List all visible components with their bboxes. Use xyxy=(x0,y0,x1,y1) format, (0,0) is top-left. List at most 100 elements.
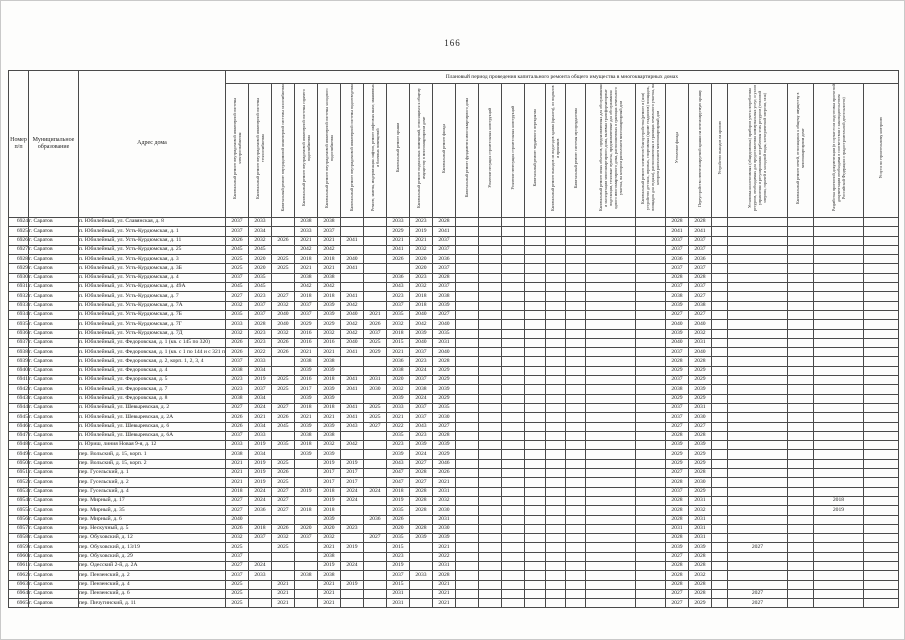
table-row: 6930 г. Саратов п. Юбилейный, ул. Усть-Кур… xyxy=(8,272,899,284)
year-cell xyxy=(710,514,728,525)
year-cell xyxy=(710,365,728,377)
address-cell: п. Юбилейный, ул. Усть-Курдюмская, д. 7 xyxy=(78,291,226,302)
year-cell: 2029 xyxy=(664,365,689,377)
year-cell: 2032 xyxy=(687,505,712,516)
row-number-cell: 6940 xyxy=(8,365,29,377)
year-cell xyxy=(564,579,586,590)
rotated-column-label: Капитальный ремонт выходов из подъездов … xyxy=(550,85,561,211)
year-cell xyxy=(454,551,479,563)
year-cell: 2040 xyxy=(664,337,689,349)
row-number-cell: 6959 xyxy=(8,542,29,553)
year-cell: 2035 xyxy=(385,505,410,516)
year-cell xyxy=(564,393,586,404)
year-cell: 2019 xyxy=(339,579,364,590)
year-cell: 2036 xyxy=(664,254,689,265)
year-cell xyxy=(862,235,899,246)
year-cell xyxy=(454,375,479,386)
year-cell: 2026 xyxy=(224,337,249,349)
year-cell xyxy=(584,523,636,535)
table-row: 6938 г. Саратов п. Юбилейный, ул. Федоровс… xyxy=(8,347,899,358)
year-cell: 2039 xyxy=(431,384,456,395)
year-cell xyxy=(523,384,546,395)
year-cell: 2037 xyxy=(431,282,456,293)
year-cell: 2032 xyxy=(316,440,341,451)
year-cell xyxy=(634,421,666,432)
year-cell: 2039 xyxy=(316,449,341,460)
year-cell xyxy=(812,458,864,470)
year-cell: 2042 xyxy=(339,440,364,451)
year-cell: 2028 xyxy=(431,356,456,367)
year-cell: 2042 xyxy=(408,319,433,330)
year-cell: 2039 xyxy=(431,440,456,451)
year-cell: 2027 xyxy=(270,291,295,302)
year-cell: 2042 xyxy=(293,244,318,256)
year-cell: 2043 xyxy=(385,458,410,470)
year-cell: 2036 xyxy=(362,514,387,525)
year-cell: 2039 xyxy=(408,328,433,339)
year-cell xyxy=(634,393,666,404)
year-cell xyxy=(786,319,814,330)
year-cell: 2019 xyxy=(339,542,364,553)
year-cell xyxy=(293,467,318,479)
year-cell xyxy=(544,467,566,479)
table-row: 6964 г. Саратов пер. Пензенский, д. 6 2025 2… xyxy=(8,588,899,600)
year-cell xyxy=(862,375,899,386)
year-cell: 2042 xyxy=(339,328,364,339)
year-cell xyxy=(477,272,502,284)
year-cell xyxy=(710,458,728,470)
year-cell xyxy=(362,551,387,563)
year-cell xyxy=(634,282,666,293)
address-cell: п. Юриш, линия Новая 9-я, д. 12 xyxy=(78,440,226,451)
year-cell: 2038 xyxy=(316,551,341,563)
year-cell: 2026 xyxy=(270,467,295,479)
year-cell xyxy=(293,588,318,600)
year-cell xyxy=(634,309,666,321)
year-cell xyxy=(362,495,387,507)
year-cell xyxy=(564,514,586,525)
year-cell xyxy=(523,477,546,488)
year-cell xyxy=(812,514,864,525)
year-cell xyxy=(812,328,864,339)
municipality-cell: г. Саратов xyxy=(28,421,79,432)
year-cell: 2042 xyxy=(316,282,341,293)
year-cell: 2038 xyxy=(293,430,318,442)
year-cell: 2038 xyxy=(664,291,689,302)
year-cell xyxy=(500,244,525,256)
year-cell xyxy=(477,347,502,358)
year-cell xyxy=(454,365,479,377)
year-cell xyxy=(584,244,636,256)
year-cell: 2025 xyxy=(362,402,387,414)
year-cell xyxy=(454,514,479,525)
year-cell xyxy=(247,598,272,609)
year-cell: 2031 xyxy=(687,533,712,544)
year-cell xyxy=(477,551,502,563)
municipality-cell: г. Саратов xyxy=(28,430,79,442)
year-cell: 2021 xyxy=(385,347,410,358)
year-cell xyxy=(500,421,525,432)
year-cell xyxy=(544,356,566,367)
year-cell: 2040 xyxy=(339,309,364,321)
year-cell xyxy=(477,533,502,544)
year-cell: 2038 xyxy=(687,300,712,311)
year-cell: 2037 xyxy=(431,244,456,256)
year-cell xyxy=(362,430,387,442)
table-row: 6956 г. Саратов пер. Мирный, д. 6 2040 2039 2… xyxy=(8,514,899,525)
year-cell xyxy=(812,393,864,404)
year-cell xyxy=(584,226,636,237)
year-cell: 2018 xyxy=(385,486,410,497)
year-cell xyxy=(500,505,525,516)
table-row: 6924 г. Саратов п. Юбилейный, ул. Славянск… xyxy=(8,216,899,228)
year-cell: 2043 xyxy=(339,421,364,432)
year-cell xyxy=(500,254,525,265)
year-cell xyxy=(564,412,586,423)
col-header-work-type-16: Капитальный ремонт системы мусороудалени… xyxy=(564,83,586,218)
year-cell xyxy=(500,430,525,442)
year-cell xyxy=(544,533,566,544)
year-cell xyxy=(454,421,479,432)
municipality-cell: г. Саратов xyxy=(28,384,79,395)
year-cell: 2038 xyxy=(316,570,341,581)
municipality-cell: г. Саратов xyxy=(28,319,79,330)
year-cell: 2029 xyxy=(687,365,712,377)
year-cell xyxy=(362,467,387,479)
